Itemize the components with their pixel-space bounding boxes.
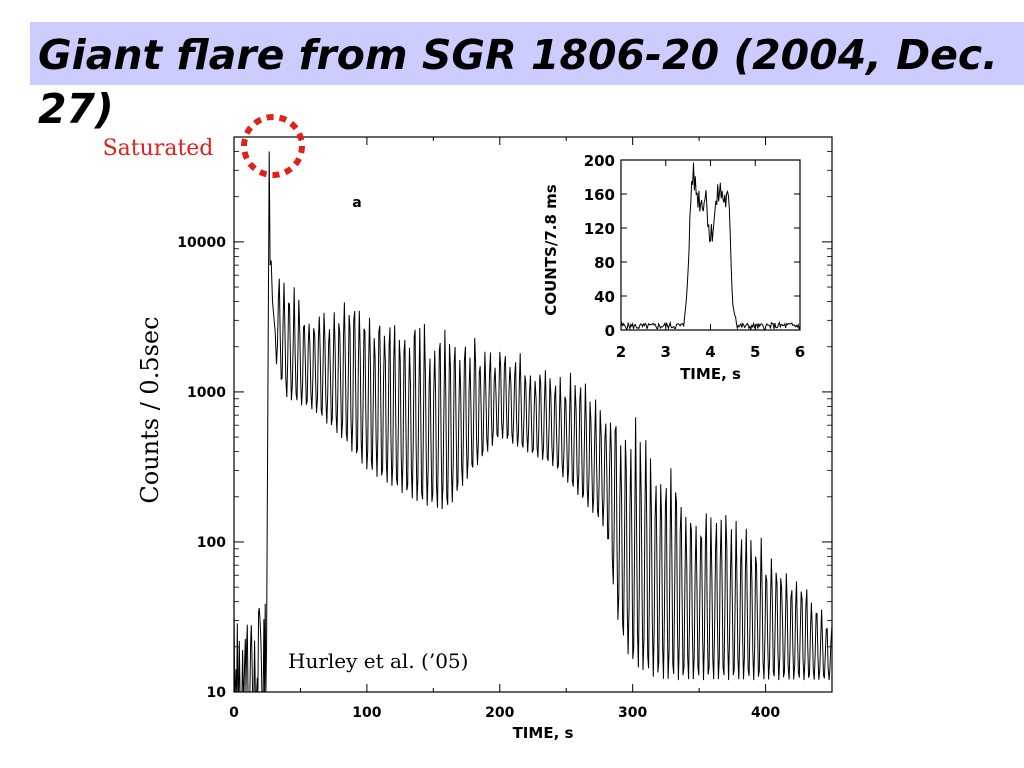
panel-letter: a	[352, 195, 361, 211]
inset-x-tick-label: 6	[795, 343, 805, 361]
inset-y-tick-label: 160	[584, 186, 615, 204]
slide-title: Giant flare from SGR 1806-20 (2004, Dec.…	[38, 31, 998, 133]
citation-label: Hurley et al. (’05)	[288, 649, 468, 673]
saturation-circle	[241, 114, 305, 178]
main-series-line	[234, 151, 832, 692]
inset-y-tick-label: 200	[584, 152, 615, 170]
inset-y-tick-label: 80	[594, 254, 615, 272]
main-y-tick-label: 100	[197, 535, 226, 551]
main-x-axis-title: TIME, s	[513, 724, 574, 742]
main-y-tick-label: 10	[207, 685, 227, 701]
inset-y-axis-title: COUNTS/7.8 ms	[542, 184, 560, 315]
inset-x-tick-label: 4	[705, 343, 715, 361]
main-y-axis-title: Counts / 0.5sec	[136, 316, 164, 504]
inset-x-tick-label: 3	[661, 343, 671, 361]
main-x-tick-label: 300	[618, 705, 647, 721]
inset-x-tick-label: 5	[750, 343, 760, 361]
main-x-tick-label: 400	[751, 705, 780, 721]
inset-series-line	[620, 162, 801, 331]
main-y-tick-label: 10000	[177, 235, 226, 251]
title-band	[30, 22, 1024, 85]
main-plot-frame	[233, 136, 833, 693]
main-x-tick-label: 0	[229, 705, 239, 721]
inset-x-axis-title: TIME, s	[680, 365, 741, 383]
saturated-label: Saturated	[103, 136, 214, 161]
inset-y-tick-label: 0	[605, 322, 615, 340]
inset-background	[616, 150, 815, 380]
main-y-tick-label: 1000	[187, 385, 226, 401]
inset-y-tick-label: 40	[594, 288, 615, 306]
main-x-tick-label: 100	[352, 705, 381, 721]
main-x-tick-label: 200	[485, 705, 514, 721]
inset-y-tick-label: 120	[584, 220, 615, 238]
main-series-group	[234, 151, 832, 692]
inset-x-tick-label: 2	[616, 343, 626, 361]
